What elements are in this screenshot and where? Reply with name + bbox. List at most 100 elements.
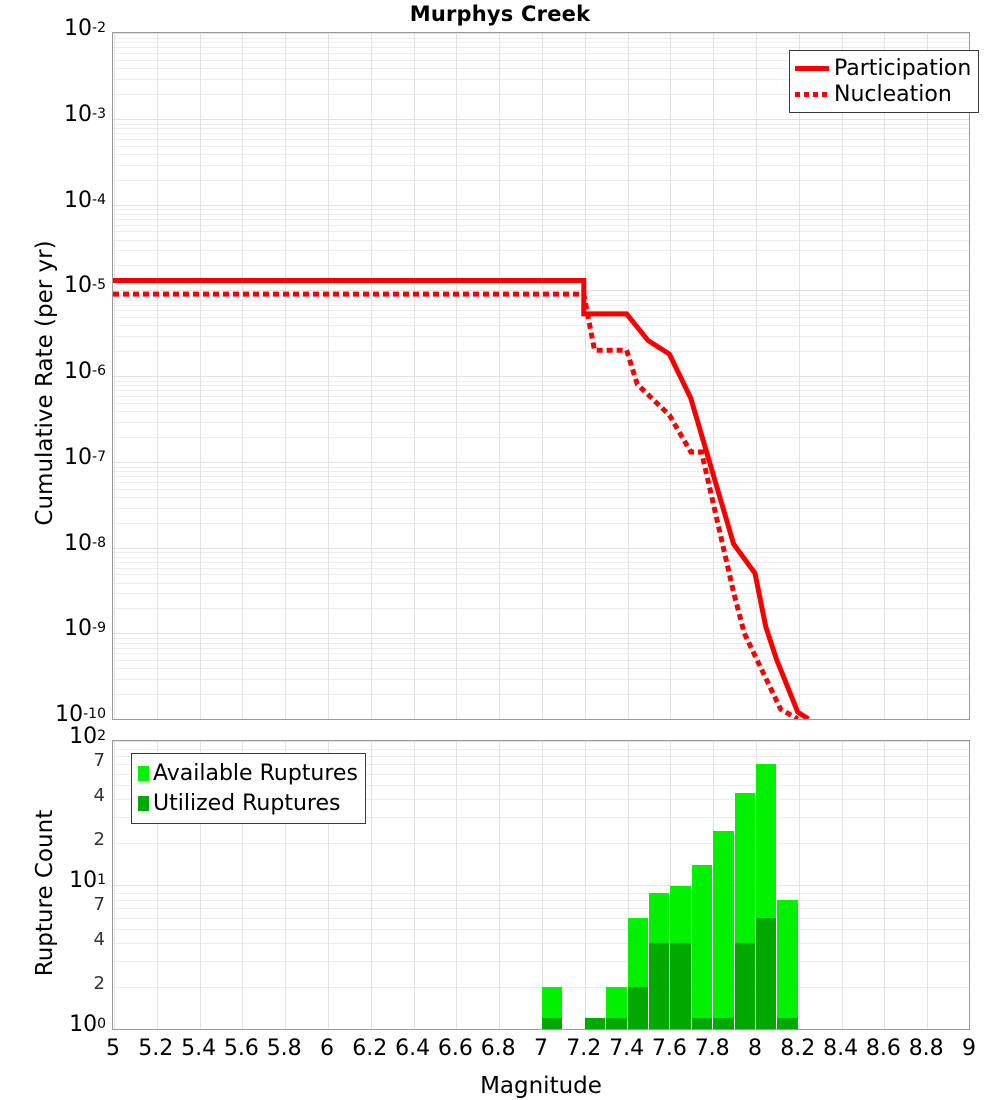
- gridline-vertical: [670, 741, 672, 1029]
- gridline-horizontal-minor: [113, 488, 969, 490]
- gridline-horizontal-minor: [113, 608, 969, 610]
- x-tick-label: 7.2: [566, 1036, 602, 1061]
- gridline-vertical: [328, 741, 329, 1029]
- dark-green-square-icon: [138, 795, 149, 811]
- gridline-horizontal-minor: [113, 755, 969, 757]
- bar-utilized-ruptures: [584, 1018, 606, 1029]
- gridline-vertical: [798, 33, 800, 719]
- gridline-vertical: [370, 741, 372, 1029]
- gridline-vertical: [413, 33, 415, 719]
- gridline-horizontal-minor: [113, 561, 969, 563]
- gridline-horizontal-minor: [113, 59, 969, 61]
- legend-item[interactable]: Utilized Ruptures: [137, 788, 358, 818]
- gridline-horizontal-minor: [113, 496, 969, 498]
- gridline-vertical: [841, 33, 843, 719]
- y-tick-label: 10-7: [64, 444, 106, 470]
- gridline-vertical: [114, 33, 115, 719]
- bar-utilized-ruptures: [691, 1018, 713, 1029]
- gridline-horizontal-minor: [113, 78, 969, 80]
- gridline-horizontal: [113, 1029, 969, 1030]
- gridline-vertical: [285, 741, 287, 1029]
- x-tick-label: 6.4: [395, 1036, 431, 1061]
- legend-item-label: Utilized Ruptures: [153, 790, 341, 816]
- gridline-vertical: [199, 741, 201, 1029]
- x-tick-label: 7.8: [694, 1036, 730, 1061]
- gridline-horizontal-minor: [113, 123, 969, 125]
- gridline-horizontal-minor: [113, 556, 969, 558]
- gridline-horizontal-minor: [113, 748, 969, 750]
- gridline-horizontal-minor: [113, 466, 969, 468]
- gridline-horizontal-minor: [113, 325, 969, 327]
- x-tick-label: 7.6: [651, 1036, 687, 1061]
- gridline-horizontal-minor: [113, 593, 969, 595]
- gridline-vertical: [499, 741, 501, 1029]
- y-tick-label: 101: [69, 868, 106, 893]
- y-tick-label-minor: 7: [93, 750, 105, 772]
- legend-item[interactable]: Available Ruptures: [137, 758, 358, 788]
- y-tick-label: 10-6: [64, 359, 106, 384]
- gridline-horizontal-minor: [113, 218, 969, 220]
- gridline-horizontal-minor: [113, 380, 969, 382]
- y-tick-label: 10-2: [64, 16, 106, 41]
- gridline-vertical: [456, 33, 458, 719]
- gridline-horizontal-minor: [113, 943, 969, 945]
- gridline-horizontal-minor: [113, 799, 969, 801]
- gridline-horizontal-minor: [113, 917, 969, 919]
- gridline-horizontal: [113, 547, 969, 549]
- gridline-horizontal-minor: [113, 668, 969, 670]
- gridline-horizontal-minor: [113, 694, 969, 696]
- bar-utilized-ruptures: [627, 986, 648, 1029]
- gridline-horizontal-minor: [113, 93, 969, 95]
- bar-utilized-ruptures: [777, 1018, 798, 1029]
- gridline-horizontal: [113, 118, 969, 120]
- gridline-horizontal-minor: [113, 764, 969, 766]
- y-tick-label: 10-3: [64, 101, 106, 127]
- x-tick-label: 5.6: [223, 1036, 259, 1061]
- gridline-vertical: [713, 33, 715, 719]
- x-tick-label: 5.2: [138, 1036, 174, 1061]
- gridline-vertical: [670, 33, 672, 719]
- x-tick-label: 8.8: [908, 1036, 944, 1061]
- legend-item[interactable]: Nucleation: [795, 81, 971, 107]
- x-tick-label: 6: [320, 1036, 334, 1061]
- y-tick-label-minor: 2: [93, 972, 105, 994]
- rupture-count-bars: [113, 741, 969, 1029]
- gridline-horizontal-minor: [113, 421, 969, 423]
- gridline-horizontal-minor: [113, 265, 969, 267]
- gridline-horizontal-minor: [113, 908, 969, 910]
- gridline-horizontal: [113, 461, 969, 463]
- gridline-vertical: [285, 33, 287, 719]
- rate-curves: [113, 277, 810, 719]
- gridline-vertical: [328, 33, 329, 719]
- legend-item[interactable]: Participation: [795, 55, 971, 81]
- y-tick-label: 100: [69, 1012, 106, 1037]
- gridline-horizontal-minor: [113, 133, 969, 135]
- gridline-vertical: [114, 741, 115, 1029]
- gridline-horizontal-minor: [113, 145, 969, 147]
- top-panel-ylabel: Cumulative Rate (per yr): [32, 240, 58, 526]
- bar-utilized-ruptures: [734, 943, 755, 1029]
- gridline-horizontal-minor: [113, 567, 969, 569]
- gridline-horizontal-minor: [113, 411, 969, 413]
- gridline-horizontal-minor: [113, 653, 969, 655]
- gridline-horizontal-minor: [113, 892, 969, 894]
- gridline-horizontal-minor: [113, 476, 969, 478]
- gridline-horizontal-minor: [113, 522, 969, 524]
- y-tick-label: 102: [69, 724, 106, 749]
- y-tick-label-minor: 7: [93, 894, 105, 916]
- y-tick-label: 10-10: [55, 702, 106, 727]
- gridline-horizontal: [113, 33, 969, 34]
- y-tick-label: 10-4: [64, 187, 106, 213]
- y-tick-label: 10-9: [64, 616, 106, 642]
- gridline-horizontal-minor: [113, 317, 969, 319]
- gridline-vertical: [156, 33, 158, 719]
- gridline-horizontal-minor: [113, 213, 969, 215]
- gridline-vertical: [627, 33, 629, 719]
- x-tick-label: 9: [962, 1036, 976, 1061]
- series-nucleation: [113, 291, 800, 719]
- gridline-horizontal-minor: [113, 402, 969, 404]
- gridline-vertical: [927, 33, 929, 719]
- gridline-horizontal-minor: [113, 336, 969, 338]
- gridline-vertical: [370, 33, 372, 719]
